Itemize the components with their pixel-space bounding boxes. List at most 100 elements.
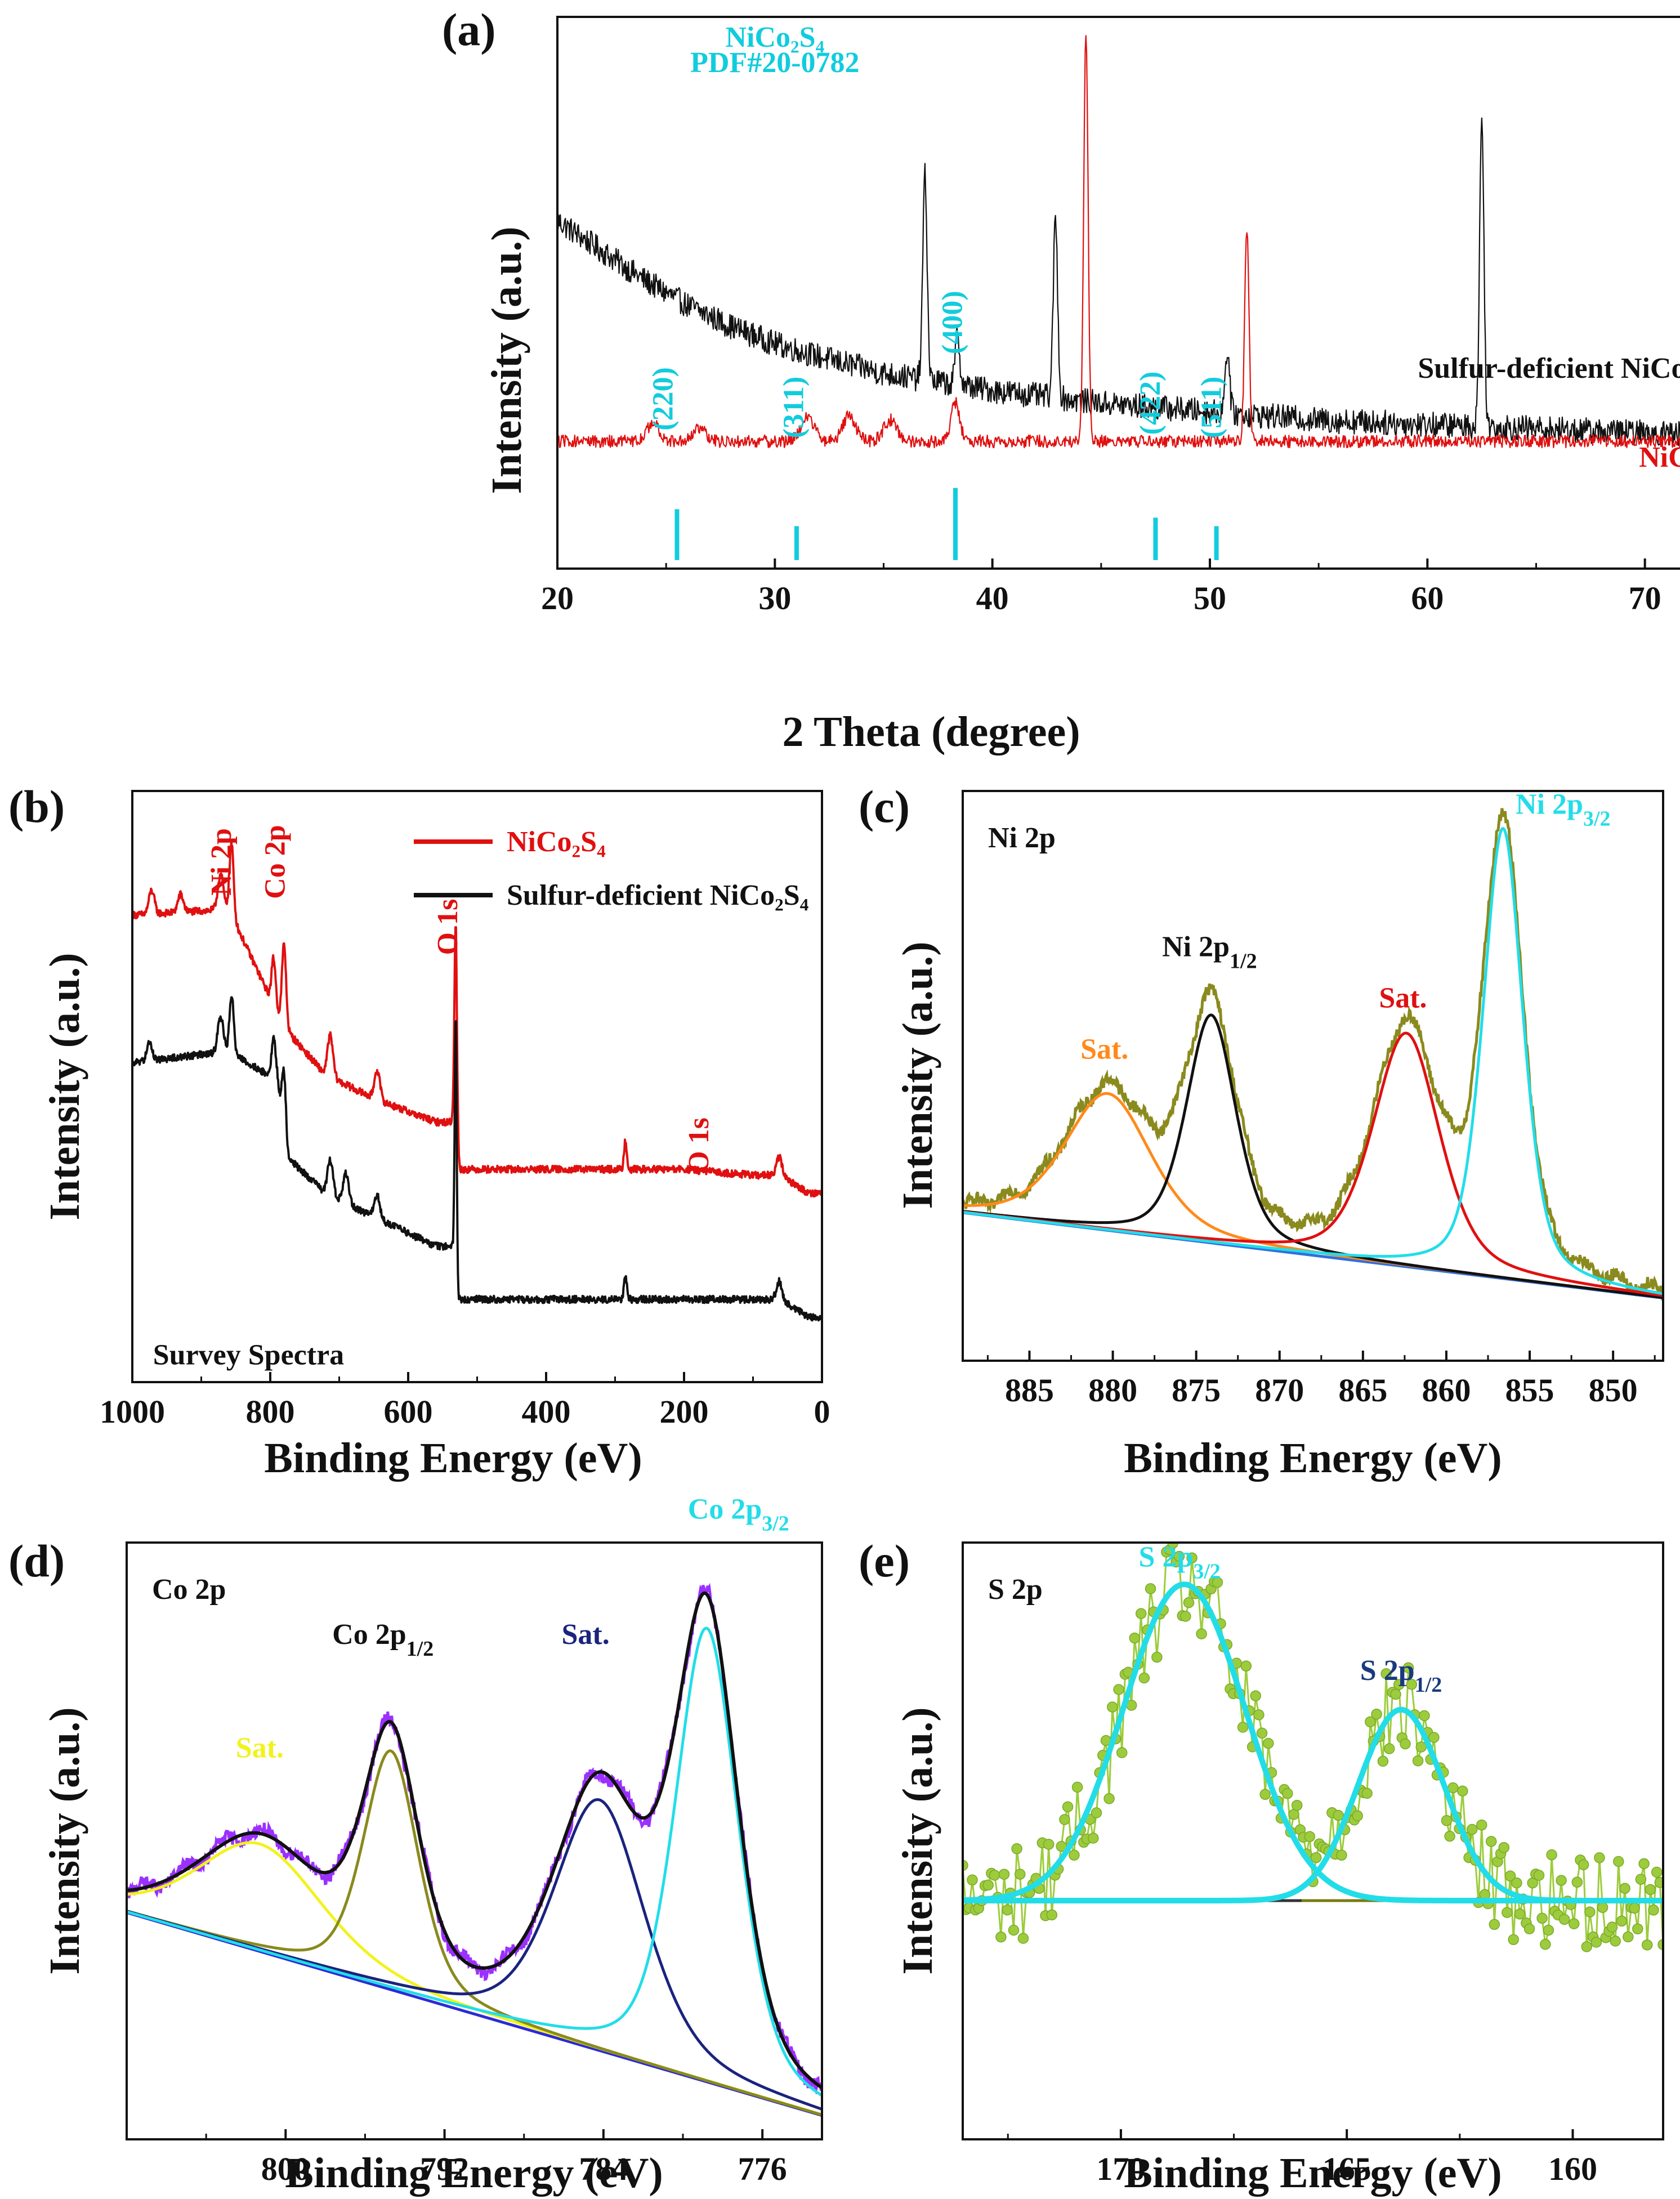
- raw-data-point: [1011, 1843, 1022, 1854]
- raw-data-point: [1002, 1904, 1013, 1916]
- annotation-label: (511): [1195, 377, 1227, 439]
- raw-data-point: [1390, 1688, 1401, 1700]
- raw-data-point: [1135, 1608, 1147, 1619]
- x-tick-label: 855: [1505, 1372, 1554, 1409]
- raw-data-point: [989, 1870, 1000, 1881]
- annotation-label: O 1s: [683, 1118, 715, 1174]
- raw-data-point: [1186, 1552, 1198, 1563]
- raw-data-point: [1412, 1755, 1424, 1767]
- x-tick-label: 200: [660, 1393, 709, 1430]
- x-tick-label: 870: [1255, 1372, 1304, 1409]
- annotation-label: S 2p1/2: [1360, 1655, 1442, 1697]
- x-axis-title-d: Binding Energy (eV): [285, 2149, 663, 2197]
- raw-data-point: [967, 1874, 978, 1886]
- raw-data-point: [1043, 1839, 1055, 1850]
- x-axis-title-c: Binding Energy (eV): [1124, 1434, 1502, 1482]
- raw-data-point: [1015, 1869, 1026, 1880]
- raw-data-point: [1504, 1870, 1516, 1882]
- annotation-label: Ni 2p: [205, 828, 238, 896]
- raw-data-point: [1476, 1819, 1487, 1831]
- raw-data-point: [1536, 1912, 1548, 1924]
- y-axis-title-a: Intensity (a.u.): [483, 226, 530, 494]
- component-peak-2: [963, 1013, 1663, 1299]
- annotation-label: O 1s: [432, 899, 464, 955]
- raw-data-point: [1103, 1793, 1115, 1804]
- panel-b: (b) Binding Energy (eV) Intensity (a.u.)…: [8, 781, 830, 1482]
- raw-data-point: [1180, 1611, 1191, 1622]
- annotation-label: Co 2p3/2: [688, 1494, 789, 1536]
- raw-data-point: [1129, 1632, 1141, 1644]
- raw-data-point: [1632, 1923, 1643, 1934]
- raw-data-point: [1263, 1737, 1274, 1749]
- raw-data-point: [1610, 1936, 1621, 1947]
- raw-data-point: [1361, 1787, 1373, 1799]
- raw-data-point: [1623, 1931, 1634, 1943]
- raw-data-point: [1511, 1877, 1522, 1889]
- plot-area: [963, 1543, 1663, 1952]
- raw-data-point: [1310, 1852, 1322, 1863]
- x-tick-label: 0: [814, 1393, 830, 1430]
- x-tick-label: 600: [384, 1393, 433, 1430]
- plot-area: [127, 1583, 822, 2117]
- raw-data-point: [1419, 1710, 1430, 1722]
- panel-label-a: (a): [442, 4, 496, 55]
- raw-data-point: [1648, 1905, 1659, 1916]
- x-tick-label: 880: [1088, 1372, 1137, 1409]
- annotation-label: (400): [937, 290, 969, 354]
- annotation-label: (311): [778, 377, 810, 439]
- x-tick-label: 20: [541, 580, 574, 616]
- raw-data-point: [1447, 1782, 1459, 1794]
- x-tick-label: 400: [522, 1393, 571, 1430]
- x-tick-label: 50: [1194, 580, 1226, 616]
- raw-data-point: [995, 1931, 1007, 1943]
- x-tick-label: 60: [1411, 580, 1444, 616]
- raw-data-point: [1107, 1701, 1118, 1713]
- raw-data-point: [1333, 1809, 1344, 1821]
- series-line-1: [132, 841, 822, 1198]
- raw-data-point: [1212, 1576, 1223, 1588]
- panel-label-e: (e): [859, 1535, 910, 1586]
- annotation-label: NiCo₂S₄: [1639, 441, 1680, 473]
- x-tick-label: 885: [1005, 1372, 1054, 1409]
- x-tick-label: 865: [1338, 1372, 1387, 1409]
- raw-data-point: [1543, 1924, 1554, 1936]
- raw-data-point: [1365, 1716, 1376, 1728]
- annotation-label: Sat.: [236, 1732, 284, 1764]
- x-axis-title-e: Binding Energy (eV): [1124, 2149, 1502, 2197]
- panel-a: (a) 2 Theta (degree) Intensity (a.u.) 20…: [442, 4, 1680, 756]
- x-tick-label: 784: [579, 2151, 628, 2187]
- panel-title: Co 2p: [152, 1574, 226, 1606]
- raw-data-point: [1091, 1807, 1102, 1818]
- x-tick-label: 30: [758, 580, 791, 616]
- x-axis-title-b: Binding Energy (eV): [264, 1434, 642, 1482]
- raw-data-point: [1400, 1738, 1411, 1750]
- raw-data-point: [1116, 1747, 1128, 1758]
- annotation-label: Sulfur-deficient NiCo₂S₄: [1418, 352, 1680, 385]
- raw-data-point: [1380, 1668, 1392, 1679]
- raw-data-point: [1441, 1815, 1453, 1826]
- x-tick-label: 170: [1096, 2151, 1145, 2187]
- x-tick-label: 160: [1548, 2151, 1597, 2187]
- raw-data-point: [1514, 1909, 1526, 1920]
- annotation-label: NiCo₂S₄: [726, 21, 825, 53]
- annotation-label: (422): [1134, 372, 1167, 435]
- raw-data-point: [1619, 1883, 1630, 1894]
- annotation-label: (220): [647, 367, 680, 431]
- annotation-label: Ni 2p3/2: [1516, 788, 1610, 830]
- raw-data-point: [1145, 1583, 1156, 1594]
- x-tick-label: 875: [1172, 1372, 1221, 1409]
- annotation-label: Sat.: [1379, 982, 1427, 1014]
- raw-data-point: [1259, 1789, 1271, 1800]
- raw-data-point: [1304, 1831, 1316, 1842]
- raw-data-point: [1371, 1709, 1382, 1720]
- legend-label: Sulfur-deficient NiCo₂S₄: [507, 879, 809, 911]
- raw-data-point: [1533, 1870, 1545, 1881]
- raw-data-point: [1616, 1915, 1628, 1927]
- raw-data-point: [1196, 1628, 1207, 1639]
- panel-label-d: (d): [8, 1535, 65, 1586]
- x-tick-label: 776: [738, 2151, 787, 2187]
- raw-data-point: [1508, 1934, 1519, 1945]
- x-tick-label: 792: [420, 2151, 469, 2187]
- panel-d: (d) Binding Energy (eV) Intensity (a.u.)…: [8, 1494, 823, 2197]
